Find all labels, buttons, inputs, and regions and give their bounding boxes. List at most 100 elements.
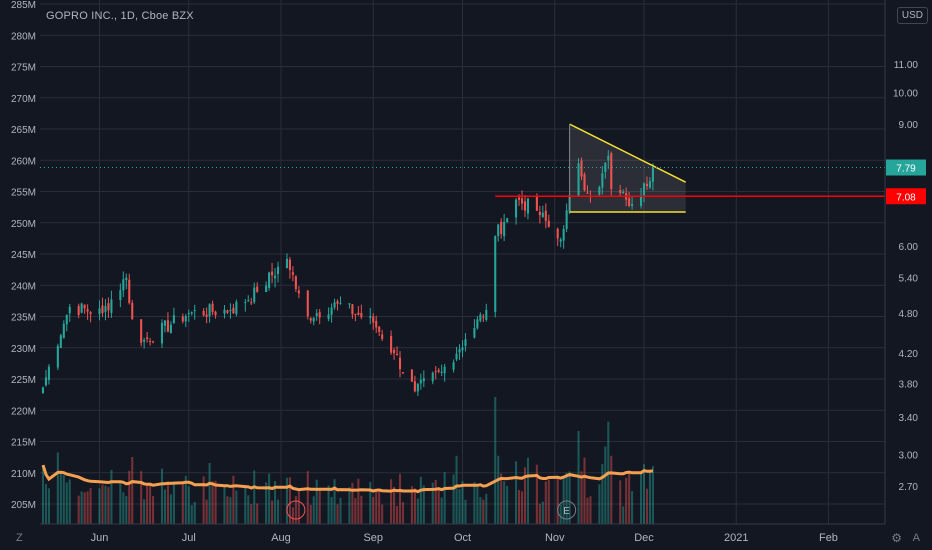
right-axis-tick-label: 3.80: [899, 379, 919, 390]
volume-bar: [98, 488, 101, 524]
volume-bar: [163, 489, 167, 524]
left-axis-tick-label: 205M: [11, 500, 36, 511]
volume-bar: [268, 473, 271, 524]
candle-body: [410, 369, 413, 382]
volume-bar: [556, 475, 559, 524]
candle-body: [62, 323, 65, 338]
volume-bar: [56, 452, 59, 524]
currency-button[interactable]: USD: [896, 7, 928, 24]
volume-bar: [580, 471, 583, 524]
volume-bar: [455, 455, 458, 524]
gear-icon[interactable]: ⚙: [891, 531, 902, 545]
candle-body: [398, 357, 402, 370]
candle-body: [523, 201, 527, 211]
volume-bar: [547, 479, 550, 524]
volume-bar: [235, 490, 238, 524]
candle-body: [354, 313, 357, 315]
left-axis-tick-label: 270M: [11, 94, 36, 105]
candle-body: [452, 362, 455, 370]
candle-body: [580, 160, 583, 177]
x-axis-tick-label: Aug: [271, 532, 291, 544]
auto-scale-button[interactable]: A: [912, 532, 920, 544]
candle-body: [140, 319, 143, 343]
candle-body: [333, 302, 336, 308]
candle-body: [247, 300, 250, 302]
candle-body: [586, 192, 589, 194]
candle-body: [440, 371, 443, 373]
candle-body: [631, 203, 634, 206]
candle-body: [500, 221, 503, 235]
volume-bar: [443, 471, 446, 524]
candle-body: [47, 366, 50, 381]
candle-body: [86, 309, 89, 312]
volume-bar: [44, 483, 47, 524]
candle-body: [485, 309, 488, 320]
candle-body: [336, 301, 339, 304]
candle-body: [68, 306, 71, 314]
volume-bar: [202, 476, 205, 524]
candle-body: [211, 303, 214, 313]
candle-body: [583, 174, 586, 191]
candle-body: [232, 307, 235, 314]
volume-bar: [253, 470, 256, 524]
x-axis-tick-label: Oct: [454, 532, 471, 544]
x-axis-tick-label: Feb: [819, 532, 838, 544]
volume-bar: [80, 491, 83, 524]
candle-body: [517, 197, 521, 200]
volume-bar: [172, 482, 175, 524]
volume-bar: [59, 472, 62, 524]
volume-bar: [651, 466, 654, 524]
volume-bar: [77, 495, 80, 524]
candle-body: [309, 318, 312, 321]
volume-bar: [330, 497, 333, 524]
volume-bar: [86, 491, 89, 524]
volume-bar: [247, 495, 250, 524]
volume-bar: [500, 473, 503, 524]
volume-bar: [119, 480, 122, 524]
candle-body: [479, 314, 482, 321]
candle-body: [128, 279, 131, 304]
volume-bar: [562, 476, 565, 524]
volume-bar: [140, 471, 143, 524]
candle-body: [443, 366, 446, 374]
volume-bar: [535, 464, 538, 524]
candle-body: [187, 313, 190, 315]
drawings-front: [40, 123, 885, 213]
candle-body: [601, 173, 604, 188]
candle-body: [464, 339, 467, 346]
volume-bar: [413, 488, 416, 524]
volume-bar: [401, 502, 405, 524]
candle-body: [208, 304, 211, 317]
candle-body: [184, 316, 187, 322]
volume-bar: [181, 481, 184, 524]
volume-bar: [125, 496, 128, 524]
volume-bar: [312, 496, 315, 524]
candle-body: [44, 377, 47, 386]
candle-body: [515, 199, 518, 218]
candle-body: [288, 259, 291, 271]
symbol-title[interactable]: GOPRO INC., 1D, Cboe BZX: [46, 10, 194, 22]
candle-body: [306, 290, 309, 317]
candle-body: [172, 315, 175, 324]
candle-body: [494, 236, 497, 313]
volume-bar: [473, 482, 476, 524]
left-axis-tick-label: 235M: [11, 313, 36, 324]
candle-body: [202, 310, 205, 316]
candle-body: [565, 210, 568, 229]
candle-body: [547, 220, 550, 227]
candle-body: [476, 319, 479, 329]
volume-ma: [41, 464, 654, 494]
left-axis-tick-label: 255M: [11, 188, 36, 199]
volume-bar: [515, 461, 518, 524]
volume-bar: [601, 464, 604, 524]
price-label-box: [886, 159, 926, 176]
volume-bar: [184, 475, 187, 524]
zoom-button[interactable]: Z: [16, 532, 23, 544]
x-axis-tick-label: Sep: [363, 532, 383, 544]
candle-body: [506, 218, 509, 223]
candle-body: [101, 305, 104, 314]
candle-body: [642, 183, 646, 196]
candle-body: [526, 198, 529, 214]
right-axis-tick-label: 5.40: [899, 274, 919, 285]
